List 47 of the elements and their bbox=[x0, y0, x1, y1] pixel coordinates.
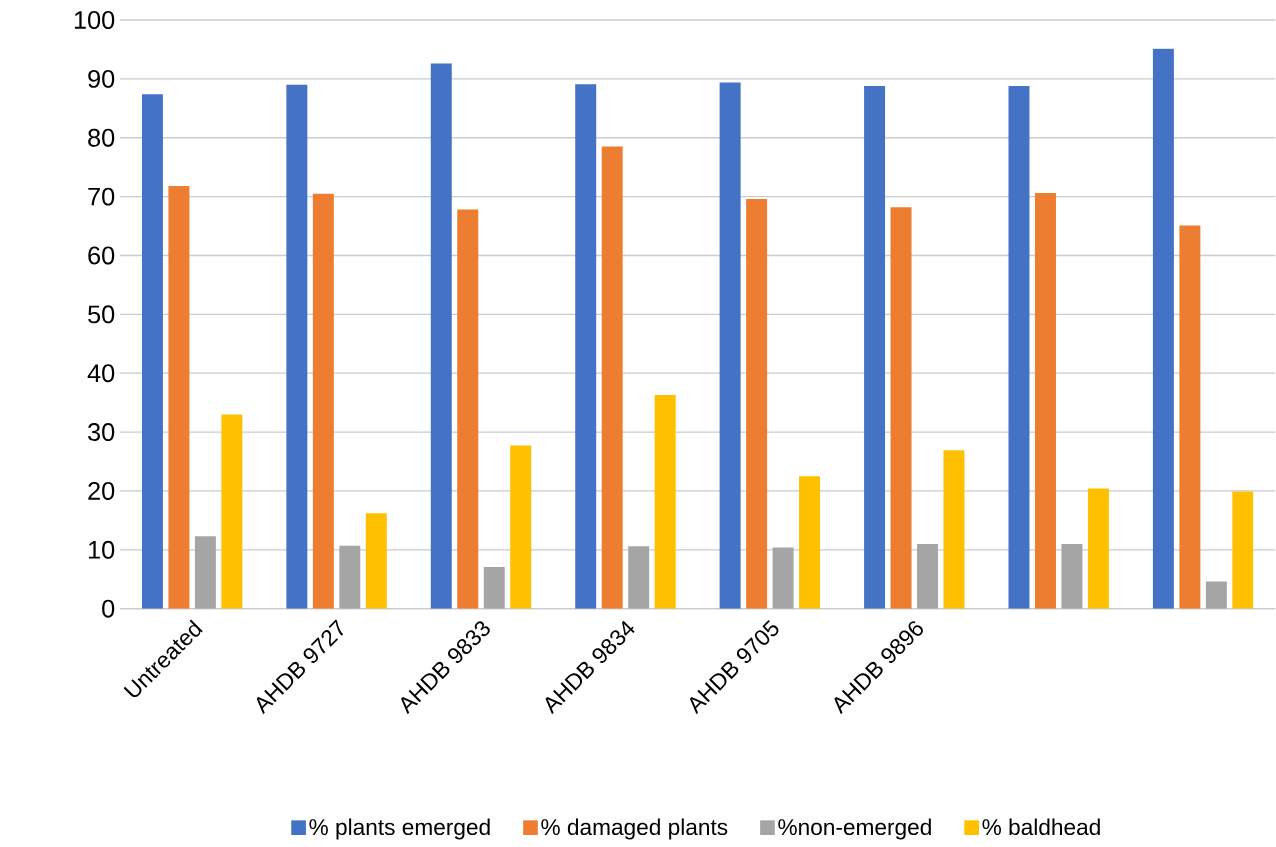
bar bbox=[1205, 581, 1227, 609]
bar bbox=[943, 450, 965, 609]
bar bbox=[1061, 544, 1083, 609]
y-tick-label: 100 bbox=[74, 11, 115, 30]
bar bbox=[719, 82, 741, 609]
y-tick-label: 30 bbox=[88, 423, 115, 442]
bar bbox=[221, 414, 243, 609]
bar bbox=[510, 445, 532, 609]
legend-label: %non-emerged bbox=[778, 818, 931, 840]
bar bbox=[799, 476, 821, 609]
bar bbox=[890, 207, 912, 609]
bar bbox=[430, 63, 452, 609]
legend-label: % plants emerged bbox=[309, 818, 490, 840]
bar bbox=[772, 547, 794, 609]
y-tick-label: 40 bbox=[87, 364, 115, 383]
bar bbox=[286, 84, 308, 609]
bar bbox=[312, 193, 334, 609]
bar bbox=[654, 395, 676, 609]
bar bbox=[575, 84, 597, 609]
bar bbox=[339, 545, 361, 609]
y-tick-label: 90 bbox=[88, 70, 115, 89]
y-tick-label: 20 bbox=[88, 482, 115, 501]
bar bbox=[194, 536, 216, 609]
y-tick-label: 60 bbox=[88, 246, 115, 265]
y-tick-label: 70 bbox=[88, 187, 115, 206]
bar bbox=[141, 94, 163, 609]
bar bbox=[1152, 49, 1174, 609]
bar bbox=[1232, 491, 1254, 609]
bar bbox=[864, 86, 886, 609]
y-tick-label: 10 bbox=[88, 541, 115, 559]
bar bbox=[628, 546, 650, 609]
bar bbox=[1008, 86, 1030, 609]
legend-label: % baldhead bbox=[982, 818, 1100, 836]
bar bbox=[365, 513, 387, 609]
bar bbox=[1034, 193, 1056, 609]
bar bbox=[601, 146, 623, 609]
bar bbox=[746, 199, 768, 609]
bar bbox=[168, 186, 190, 609]
legend-label: % damaged plants bbox=[541, 818, 728, 840]
y-tick-label: 0 bbox=[102, 599, 115, 618]
bar bbox=[1087, 488, 1109, 609]
bar bbox=[1179, 225, 1201, 609]
bar bbox=[483, 567, 505, 609]
bar bbox=[457, 209, 479, 609]
y-tick-label: 50 bbox=[88, 305, 115, 324]
bar bbox=[917, 544, 939, 609]
y-tick-label: 80 bbox=[88, 128, 115, 147]
